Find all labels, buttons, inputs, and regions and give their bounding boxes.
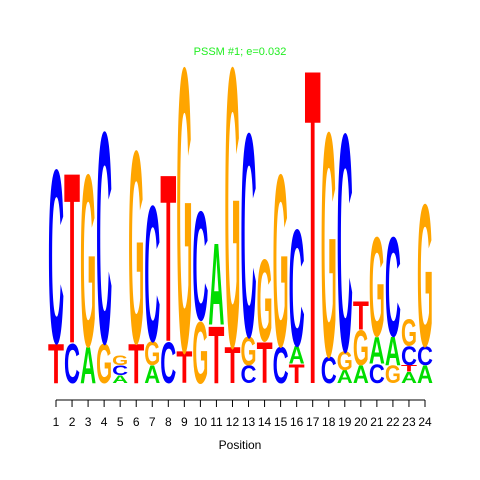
x-tick-label: 1: [53, 415, 60, 429]
x-tick-label: 22: [386, 415, 400, 429]
x-tick-label: 13: [242, 415, 256, 429]
logo-letter: C: [289, 195, 305, 382]
x-tick-label: 11: [210, 415, 223, 429]
x-tick-label: 16: [290, 415, 304, 429]
logo-letter: T: [257, 331, 273, 396]
x-tick-label: 10: [194, 415, 208, 429]
x-tick-label: 4: [101, 415, 108, 429]
x-tick-label: 15: [274, 415, 288, 429]
logo-letter: T: [64, 123, 80, 395]
logo-letter: G: [241, 329, 257, 374]
logo-letter: A: [369, 329, 385, 372]
logo-letter: G: [257, 235, 273, 366]
logo-letter: G: [337, 346, 353, 376]
logo-letter: T: [128, 333, 144, 396]
logo-letter: C: [48, 119, 64, 396]
logo-letter: G: [385, 361, 401, 389]
logo-letter: C: [401, 341, 417, 371]
logo-letter: G: [321, 66, 337, 424]
logo-letter: T: [48, 333, 64, 396]
logo-letter: C: [273, 336, 289, 394]
x-tick-label: 5: [117, 415, 124, 429]
logo-letter: C: [112, 363, 128, 378]
logo-letter: A: [401, 369, 417, 387]
x-tick-label: 2: [69, 415, 76, 429]
logo-letter: A: [144, 361, 160, 389]
x-tick-label: 18: [322, 415, 336, 429]
logo-letter: A: [337, 367, 353, 387]
x-tick-label: 21: [370, 415, 384, 429]
x-axis-label: Position: [219, 438, 262, 452]
logo-letter: G: [176, 0, 192, 437]
logo-letter: C: [337, 70, 353, 417]
logo-letter: A: [208, 219, 224, 350]
logo-letter: C: [321, 349, 337, 392]
logo-letter: G: [273, 123, 289, 398]
logo-letter: T: [353, 293, 369, 338]
logo-letter: C: [160, 331, 176, 396]
logo-letter: C: [241, 74, 257, 399]
logo-letter: C: [96, 68, 112, 406]
logo-letter: G: [224, 0, 240, 431]
logo-letter: C: [385, 209, 401, 367]
x-tick-label: 6: [133, 415, 140, 429]
logo-letter: T: [208, 311, 224, 401]
logo-letter: A: [417, 361, 433, 389]
logo-letter: G: [80, 123, 96, 398]
logo-letter: T: [176, 343, 192, 393]
logo-letter: C: [64, 333, 80, 396]
logo-letter: C: [417, 341, 433, 371]
x-tick-label: 24: [418, 415, 432, 429]
logo-letter: G: [96, 333, 112, 396]
x-tick-label: 17: [306, 415, 320, 429]
logo-letter: C: [144, 165, 160, 382]
x-tick-label: 12: [226, 415, 240, 429]
logo-letter: G: [192, 304, 208, 402]
logo-letter: G: [112, 353, 128, 368]
x-tick-label: 23: [402, 415, 416, 429]
x-tick-label: 19: [338, 415, 352, 429]
logo-letter: G: [144, 334, 160, 372]
logo-letter: T: [289, 359, 305, 389]
logo-letter: T: [160, 124, 176, 391]
chart-title: PSSM #1; e=0.032: [194, 46, 287, 58]
logo-letter: A: [385, 329, 401, 374]
logo-letter: A: [112, 373, 128, 386]
x-tick-label: 20: [354, 415, 368, 429]
x-tick-label: 8: [165, 415, 172, 429]
x-tick-label: 7: [149, 415, 156, 429]
logo-letter: C: [192, 179, 208, 353]
logo-letter: T: [224, 336, 240, 394]
x-tick-label: 9: [181, 415, 188, 429]
logo-letter: G: [417, 162, 433, 389]
logo-letter: G: [369, 209, 385, 367]
x-tick-label: 14: [258, 415, 272, 429]
logo-letter: G: [401, 311, 417, 354]
logo-letter: G: [128, 92, 144, 400]
logo-letter: A: [80, 336, 96, 394]
logo-letter: A: [289, 341, 305, 369]
x-tick-label: 3: [85, 415, 92, 429]
logo-letter: A: [353, 361, 369, 389]
logo-letter: C: [369, 359, 385, 389]
logo-letter: G: [353, 320, 369, 375]
logo-letter: C: [241, 361, 257, 389]
logo-letter: T: [305, 0, 321, 480]
logo-letter: T: [401, 364, 417, 374]
